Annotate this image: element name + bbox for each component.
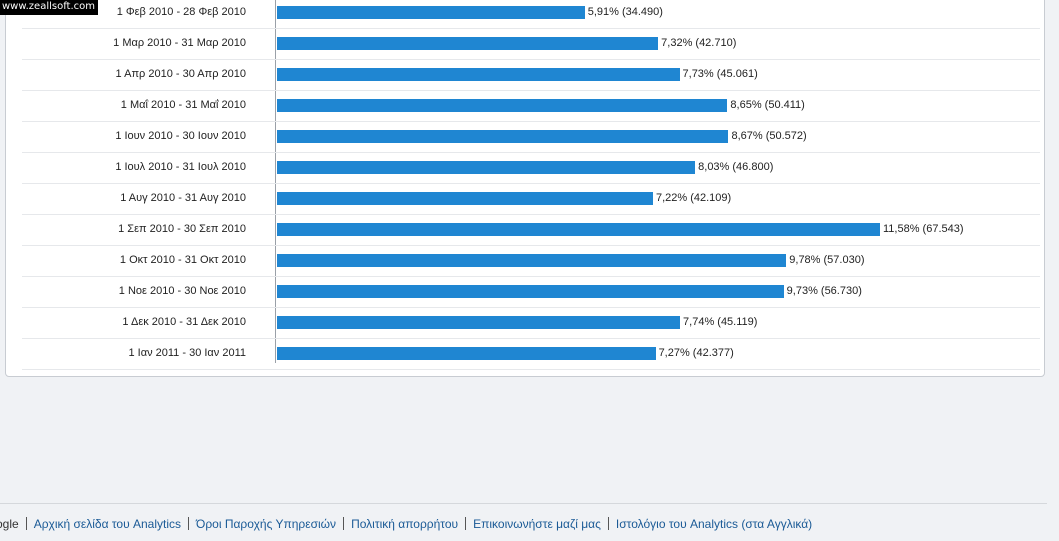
row-label: 1 Αυγ 2010 - 31 Αυγ 2010 [120, 192, 246, 204]
footer-separator [343, 517, 345, 530]
row-label: 1 Απρ 2010 - 30 Απρ 2010 [115, 68, 246, 80]
row-label: 1 Δεκ 2010 - 31 Δεκ 2010 [122, 316, 246, 328]
chart-row: 1 Φεβ 2010 - 28 Φεβ 2010 5,91% (34.490) [22, 0, 1040, 29]
bar-value-label: 11,58% (67.543) [883, 223, 964, 235]
footer-divider [0, 503, 1047, 504]
bar-value-label: 7,22% (42.109) [655, 192, 732, 204]
bar-value-label: 8,67% (50.572) [731, 130, 807, 142]
chart-row: 1 Δεκ 2010 - 31 Δεκ 2010 7,74% (45.119) [22, 308, 1040, 339]
bar[interactable] [277, 347, 656, 360]
chart-row: 1 Οκτ 2010 - 31 Οκτ 2010 9,78% (57.030) [22, 246, 1040, 277]
chart-row: 1 Απρ 2010 - 30 Απρ 2010 7,73% (45.061) [22, 60, 1040, 91]
row-label: 1 Φεβ 2010 - 28 Φεβ 2010 [116, 6, 246, 18]
chart-panel: 1 Φεβ 2010 - 28 Φεβ 2010 5,91% (34.490) 1 … [5, 0, 1045, 377]
footer-link-terms[interactable]: Όροι Παροχής Υπηρεσιών [196, 517, 337, 531]
chart-row: 1 Αυγ 2010 - 31 Αυγ 2010 7,22% (42.109) [22, 184, 1040, 215]
bar[interactable] [277, 130, 729, 143]
bar-value-label: 7,32% (42.710) [661, 37, 737, 49]
chart-row: 1 Ιουλ 2010 - 31 Ιουλ 2010 8,03% (46.800) [22, 153, 1040, 184]
footer-separator [607, 517, 609, 530]
bar-value-label: 8,65% (50.411) [730, 99, 805, 111]
chart-row: 1 Νοε 2010 - 30 Νοε 2010 9,73% (56.730) [22, 277, 1040, 308]
footer-partial-text: ogle [0, 517, 19, 531]
bar[interactable] [277, 316, 681, 329]
bar[interactable] [277, 37, 659, 50]
footer-separator [188, 517, 190, 530]
chart-row: 1 Ιαν 2011 - 30 Ιαν 2011 7,27% (42.377) [22, 339, 1040, 370]
bar-value-label: 9,78% (57.030) [789, 254, 865, 266]
row-label: 1 Ιαν 2011 - 30 Ιαν 2011 [128, 347, 247, 359]
bar-value-label: 8,03% (46.800) [698, 161, 774, 173]
bar[interactable] [277, 161, 696, 174]
bar[interactable] [277, 285, 784, 298]
chart-row: 1 Ιουν 2010 - 30 Ιουν 2010 8,67% (50.572) [22, 122, 1040, 153]
bar-value-label: 5,91% (34.490) [587, 6, 663, 18]
footer: ogle Αρχική σελίδα του Analytics Όροι Παρο… [0, 517, 812, 531]
row-label: 1 Μαΐ 2010 - 31 Μαΐ 2010 [120, 99, 246, 111]
chart-row: 1 Σεπ 2010 - 30 Σεπ 2010 11,58% (67.543) [22, 215, 1040, 246]
footer-link-blog[interactable]: Ιστολόγιο του Analytics (στα Αγγλικά) [615, 517, 813, 531]
bar-value-label: 9,73% (56.730) [786, 285, 862, 297]
bar-value-label: 7,73% (45.061) [682, 68, 758, 80]
footer-link-privacy[interactable]: Πολιτική απορρήτου [351, 517, 459, 531]
chart-row: 1 Μαρ 2010 - 31 Μαρ 2010 7,32% (42.710) [22, 29, 1040, 60]
bar[interactable] [277, 192, 653, 205]
bar-value-label: 7,27% (42.377) [658, 347, 734, 359]
bar[interactable] [277, 6, 585, 19]
bar-value-label: 7,74% (45.119) [683, 316, 758, 328]
row-label: 1 Οκτ 2010 - 31 Οκτ 2010 [119, 254, 246, 266]
row-label: 1 Ιουν 2010 - 30 Ιουν 2010 [115, 130, 246, 142]
row-label: 1 Ιουλ 2010 - 31 Ιουλ 2010 [115, 161, 246, 173]
footer-separator [465, 517, 467, 530]
chart-axis-line [275, 0, 276, 363]
footer-link-analytics-home[interactable]: Αρχική σελίδα του Analytics [33, 517, 182, 531]
row-label: 1 Μαρ 2010 - 31 Μαρ 2010 [113, 37, 246, 49]
row-label: 1 Νοε 2010 - 30 Νοε 2010 [118, 285, 246, 297]
row-label: 1 Σεπ 2010 - 30 Σεπ 2010 [118, 223, 246, 235]
chart-row: 1 Μαΐ 2010 - 31 Μαΐ 2010 8,65% (50.411) [22, 91, 1040, 122]
bar[interactable] [277, 68, 680, 81]
bar[interactable] [277, 99, 728, 112]
bar[interactable] [277, 223, 880, 236]
watermark: www.zeallsoft.com [0, 0, 99, 15]
footer-link-contact[interactable]: Επικοινωνήστε μαζί μας [473, 517, 601, 531]
footer-separator [25, 517, 27, 530]
bar[interactable] [277, 254, 787, 267]
